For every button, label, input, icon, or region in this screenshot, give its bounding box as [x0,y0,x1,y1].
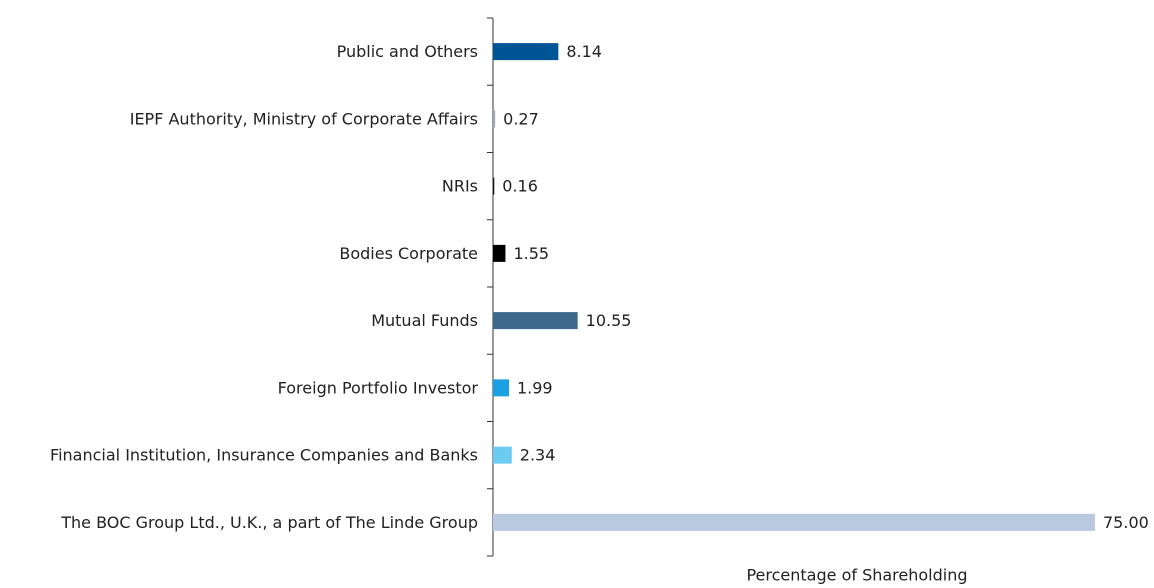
value-label: 2.34 [520,446,556,465]
value-label: 1.55 [513,244,549,263]
y-tick-label: NRIs [442,177,478,196]
value-label: 1.99 [517,378,553,397]
x-axis-label: Percentage of Shareholding [746,566,967,585]
y-tick-label: Foreign Portfolio Investor [278,378,479,397]
value-label: 0.27 [503,109,539,128]
y-tick-label: Financial Institution, Insurance Compani… [50,446,478,465]
value-label: 8.14 [566,42,602,61]
bar [493,110,496,128]
y-tick-label: Public and Others [337,42,478,61]
value-label: 75.00 [1103,513,1149,532]
y-tick-label: IEPF Authority, Ministry of Corporate Af… [130,109,478,128]
bar [493,312,578,330]
bar [493,177,495,195]
bar [493,513,1095,531]
value-label: 0.16 [502,177,538,196]
bar [493,244,506,262]
bar [493,446,512,464]
bar [493,43,559,61]
value-label: 10.55 [586,311,632,330]
y-tick-label: The BOC Group Ltd., U.K., a part of The … [60,513,478,532]
bar [493,379,509,397]
y-tick-label: Mutual Funds [371,311,478,330]
y-tick-label: Bodies Corporate [339,244,478,263]
